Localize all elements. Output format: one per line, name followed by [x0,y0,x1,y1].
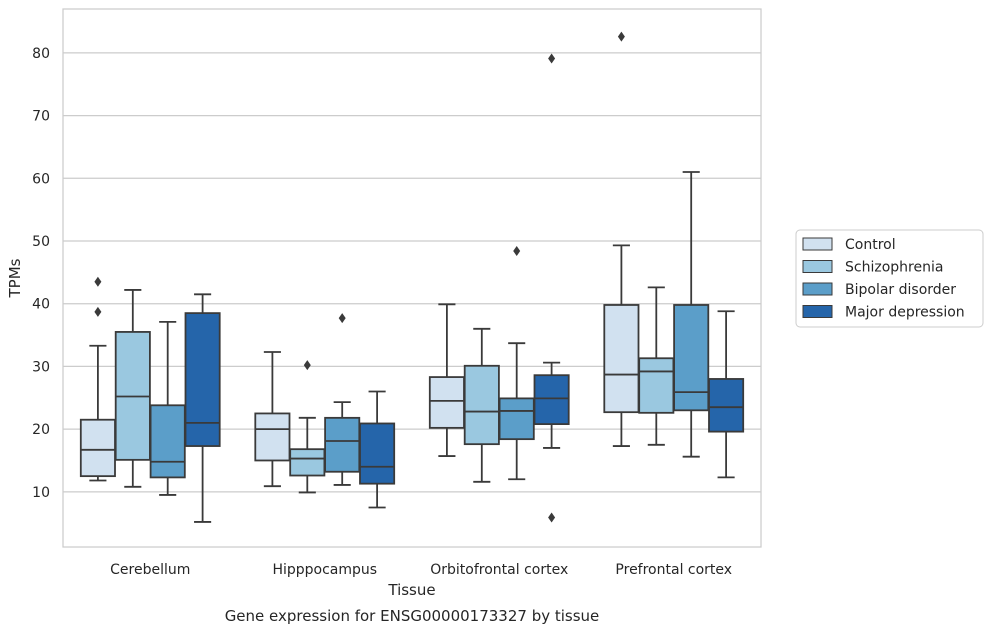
y-tick-label: 10 [32,485,50,501]
box-iqr [359,422,396,485]
outlier-point [338,313,346,324]
box-3-2 [673,171,710,458]
box-iqr [254,412,291,462]
box-iqr [498,397,535,441]
x-tick-label: Hipppocampus [272,562,377,578]
box-iqr [184,312,221,447]
y-tick-label: 40 [32,297,50,313]
box-1-2 [324,313,361,486]
outlier-point [303,360,311,371]
box-iqr [149,404,186,479]
box-iqr [289,448,326,477]
x-tick-labels: Cerebellum Hipppocampus Orbitofrontal cort… [110,562,732,578]
y-tick-label: 30 [32,359,50,375]
box-0-2 [149,320,186,496]
chart-caption: Gene expression for ENSG00000173327 by t… [225,607,600,625]
box-2-1 [463,327,500,483]
box-0-1 [114,289,151,488]
box-0-0 [79,276,116,482]
legend: Control Schizophrenia Bipolar disorder Majo… [795,229,984,328]
outlier-point [94,306,102,317]
box-iqr [463,364,500,446]
outlier-point [548,512,556,523]
box-1-0 [254,351,291,488]
box-2-3 [533,53,570,523]
legend-label: Bipolar disorder [845,282,956,298]
y-tick-label: 20 [32,422,50,438]
box-3-3 [708,310,745,479]
box-1-3 [359,390,396,509]
y-tick-label: 60 [32,171,50,187]
x-tick-label: Cerebellum [110,562,190,578]
y-tick-labels: 10 20 30 40 50 60 70 80 [32,46,50,501]
box-plot-groups [79,31,745,523]
box-iqr [533,374,570,426]
box-2-2 [498,246,535,481]
legend-swatch [802,260,833,273]
box-iqr [603,304,640,414]
legend-swatch [802,237,833,251]
outlier-point [548,53,556,64]
box-iqr [673,304,710,412]
plot-frame [62,8,762,548]
legend-label: Major depression [845,305,965,321]
box-iqr [638,357,675,414]
y-axis-label: TPMs [6,258,24,298]
box-0-3 [184,293,221,523]
y-tick-label: 80 [32,46,50,62]
outlier-point [94,276,102,287]
legend-label: Control [845,237,896,253]
box-iqr [708,378,745,433]
box-iqr [79,418,116,478]
legend-label: Schizophrenia [845,260,943,276]
outlier-point [513,246,521,257]
x-axis-label: Tissue [387,581,435,599]
box-2-0 [428,303,465,457]
box-3-1 [638,286,675,446]
box-3-0 [603,31,640,447]
box-iqr [428,376,465,429]
x-tick-label: Prefrontal cortex [615,562,732,578]
legend-swatch [802,282,833,296]
y-tick-label: 70 [32,109,50,125]
y-tick-label: 50 [32,234,50,250]
legend-swatch [802,305,833,318]
legend-frame [795,229,984,328]
box-iqr [324,416,361,473]
outlier-point [617,31,625,42]
box-1-1 [289,360,326,494]
x-tick-label: Orbitofrontal cortex [430,562,568,578]
